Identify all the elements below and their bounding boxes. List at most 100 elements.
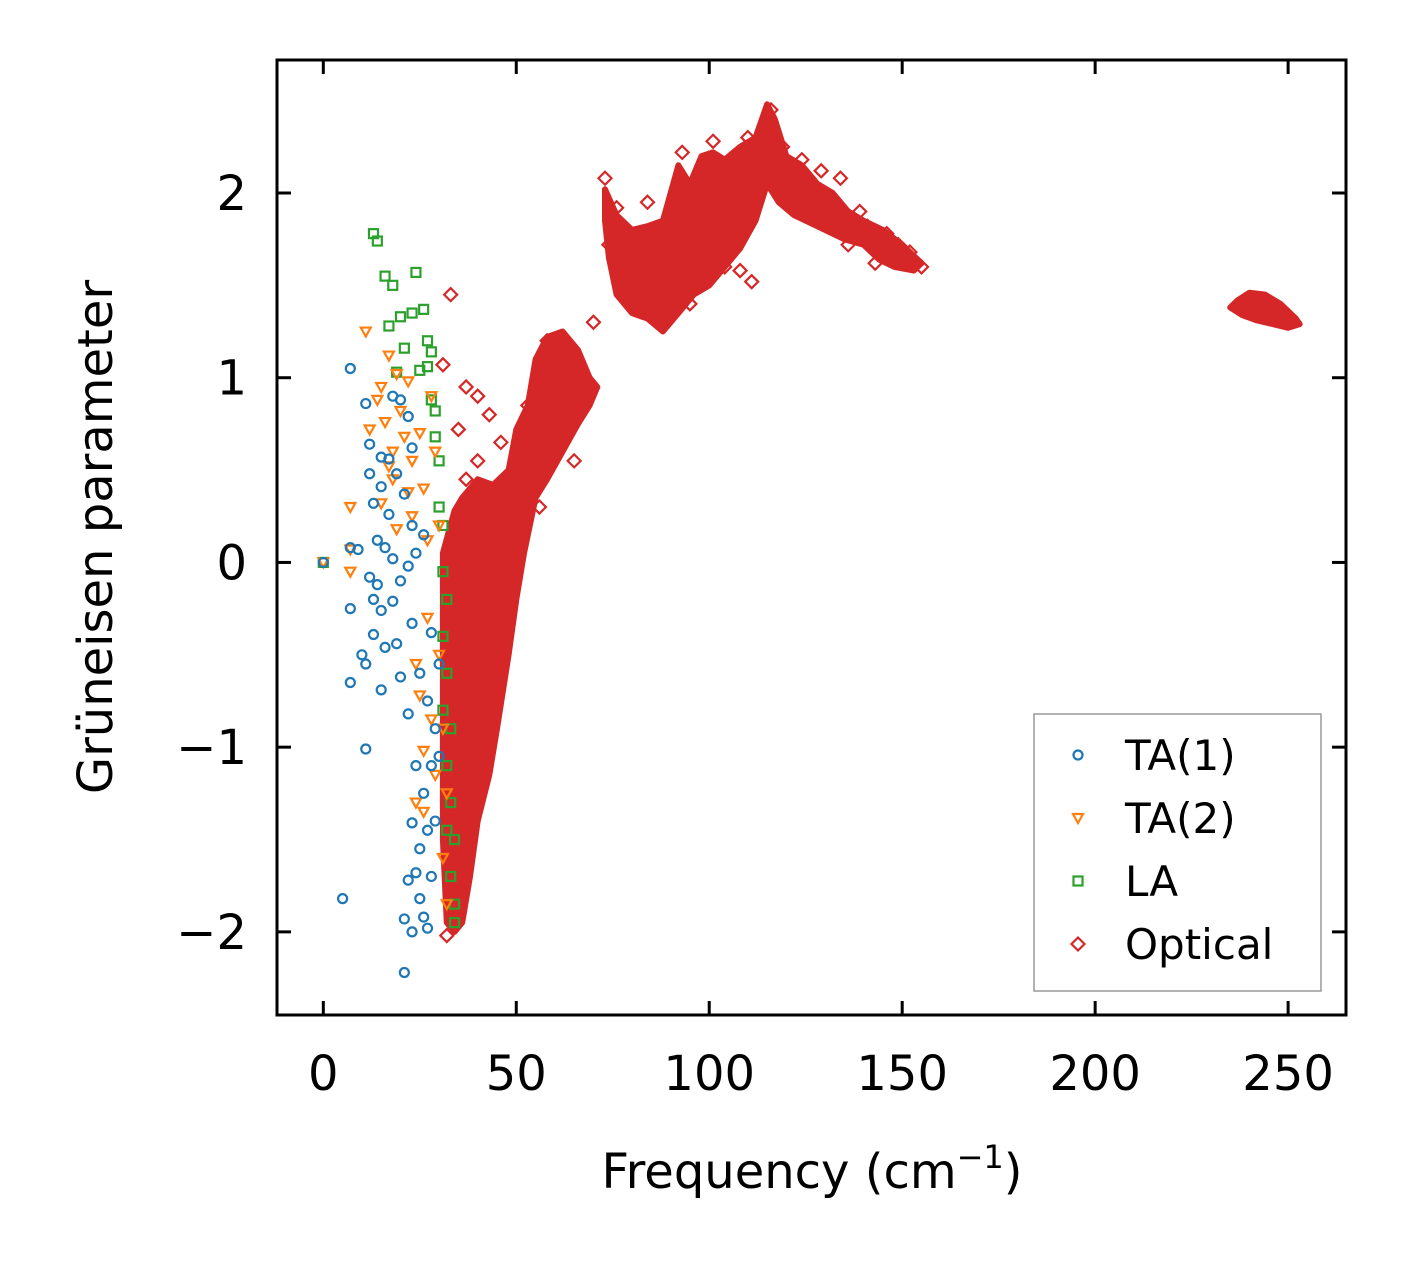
point-ta1 xyxy=(356,649,368,661)
point-ta1 xyxy=(387,595,399,607)
point-ta1 xyxy=(414,843,426,855)
point-ta2 xyxy=(416,745,431,759)
point-ta1 xyxy=(391,638,403,650)
scatter-points xyxy=(316,101,930,979)
point-ta1 xyxy=(421,695,434,707)
point-la xyxy=(394,311,407,323)
point-ta2 xyxy=(416,483,431,496)
plot-frame xyxy=(275,58,1348,1017)
x-tick-label: 0 xyxy=(308,1046,339,1102)
point-ta1 xyxy=(433,750,445,762)
point-optical xyxy=(762,101,780,118)
point-ta1 xyxy=(398,966,410,979)
point-ta1 xyxy=(406,442,418,454)
point-optical xyxy=(585,314,602,331)
point-ta1 xyxy=(379,542,391,554)
point-la xyxy=(429,405,441,417)
point-ta2 xyxy=(397,431,412,445)
point-optical xyxy=(434,356,452,373)
point-la xyxy=(421,335,434,347)
point-optical xyxy=(647,310,664,327)
point-optical xyxy=(438,849,455,867)
legend: TA(1) TA(2) LA Optical xyxy=(1033,713,1322,992)
legend-marker-ta2 xyxy=(1071,812,1085,826)
point-ta1 xyxy=(367,497,380,509)
x-tick-label: 100 xyxy=(663,1046,755,1102)
point-ta2 xyxy=(424,391,439,404)
point-ta1 xyxy=(375,684,387,696)
point-la xyxy=(441,667,453,679)
point-optical xyxy=(458,628,475,645)
point-optical xyxy=(867,255,884,272)
point-ta1 xyxy=(406,519,418,532)
y-tick-label: 0 xyxy=(216,535,247,591)
point-la xyxy=(441,824,453,836)
point-ta1 xyxy=(364,438,376,450)
point-ta1 xyxy=(410,760,422,772)
point-ta1 xyxy=(406,926,418,938)
point-optical xyxy=(689,184,706,202)
point-optical xyxy=(450,421,467,438)
point-ta2 xyxy=(382,461,396,474)
point-ta2 xyxy=(378,416,392,430)
x-axis-label-superscript: −1 xyxy=(957,1138,1004,1176)
point-optical xyxy=(566,452,583,469)
point-ta2 xyxy=(428,446,443,459)
optical-density-band xyxy=(439,328,601,935)
point-ta2 xyxy=(389,368,404,382)
point-optical xyxy=(782,194,799,211)
point-la xyxy=(425,346,437,358)
point-ta1 xyxy=(375,481,387,493)
point-optical xyxy=(913,258,930,275)
point-ta2 xyxy=(405,455,419,469)
optical-density-band xyxy=(602,101,925,335)
point-la xyxy=(441,593,453,605)
point-ta1 xyxy=(410,547,422,559)
point-ta1 xyxy=(398,488,410,500)
point-optical xyxy=(890,236,907,253)
point-la xyxy=(429,431,441,443)
point-optical xyxy=(755,151,772,168)
point-ta2 xyxy=(382,350,396,363)
point-ta1 xyxy=(421,824,434,836)
point-la xyxy=(445,796,457,809)
point-ta2 xyxy=(412,428,427,441)
point-ta1 xyxy=(344,362,356,375)
point-ta2 xyxy=(409,658,423,672)
y-tick-label: 1 xyxy=(216,351,247,407)
point-la xyxy=(371,235,383,247)
point-la xyxy=(445,870,457,883)
point-optical xyxy=(681,295,698,312)
point-ta1 xyxy=(402,560,414,572)
point-ta1 xyxy=(418,529,430,541)
point-optical xyxy=(477,720,494,737)
y-tick-label: −2 xyxy=(176,905,247,961)
point-ta1 xyxy=(364,571,376,583)
legend-label-optical: Optical xyxy=(1125,920,1273,969)
point-optical xyxy=(500,572,517,589)
x-tick-label: 250 xyxy=(1242,1046,1334,1102)
point-ta2 xyxy=(424,714,439,727)
point-optical xyxy=(654,317,671,335)
point-optical xyxy=(732,262,749,279)
point-ta2 xyxy=(432,649,446,663)
point-ta1 xyxy=(367,628,380,641)
point-optical xyxy=(878,225,895,242)
point-ta1 xyxy=(360,397,372,410)
x-tick-label: 150 xyxy=(856,1046,948,1102)
legend-frame xyxy=(1033,713,1322,992)
point-ta1 xyxy=(429,815,441,827)
point-optical xyxy=(724,212,741,229)
y-axis-label: Grüneisen parameter xyxy=(68,280,124,795)
point-ta1 xyxy=(406,817,418,829)
optical-density-bands xyxy=(439,101,1303,935)
point-ta2 xyxy=(358,326,373,339)
y-tick-label: 2 xyxy=(216,166,247,222)
point-la xyxy=(448,917,461,929)
point-optical xyxy=(450,794,467,811)
point-optical xyxy=(438,927,455,944)
x-tick-label: 200 xyxy=(1049,1046,1141,1102)
point-optical xyxy=(859,218,876,235)
point-ta1 xyxy=(379,641,391,654)
point-ta1 xyxy=(402,874,414,886)
